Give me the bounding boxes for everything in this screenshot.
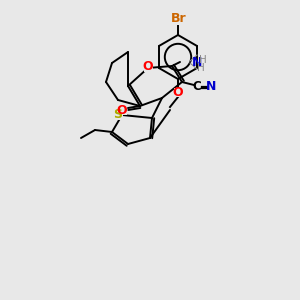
Text: C: C: [193, 80, 201, 94]
Text: H: H: [197, 63, 205, 73]
Text: Br: Br: [171, 13, 187, 26]
Text: H: H: [199, 55, 207, 65]
Text: O: O: [117, 103, 127, 116]
Bar: [143, 62, 152, 71]
Text: N: N: [192, 56, 202, 68]
Text: N: N: [206, 80, 216, 94]
Text: O: O: [143, 61, 153, 74]
Bar: [173, 88, 182, 97]
Bar: [117, 106, 127, 115]
Bar: [113, 110, 123, 119]
Text: O: O: [173, 85, 183, 98]
Text: S: S: [113, 109, 122, 122]
